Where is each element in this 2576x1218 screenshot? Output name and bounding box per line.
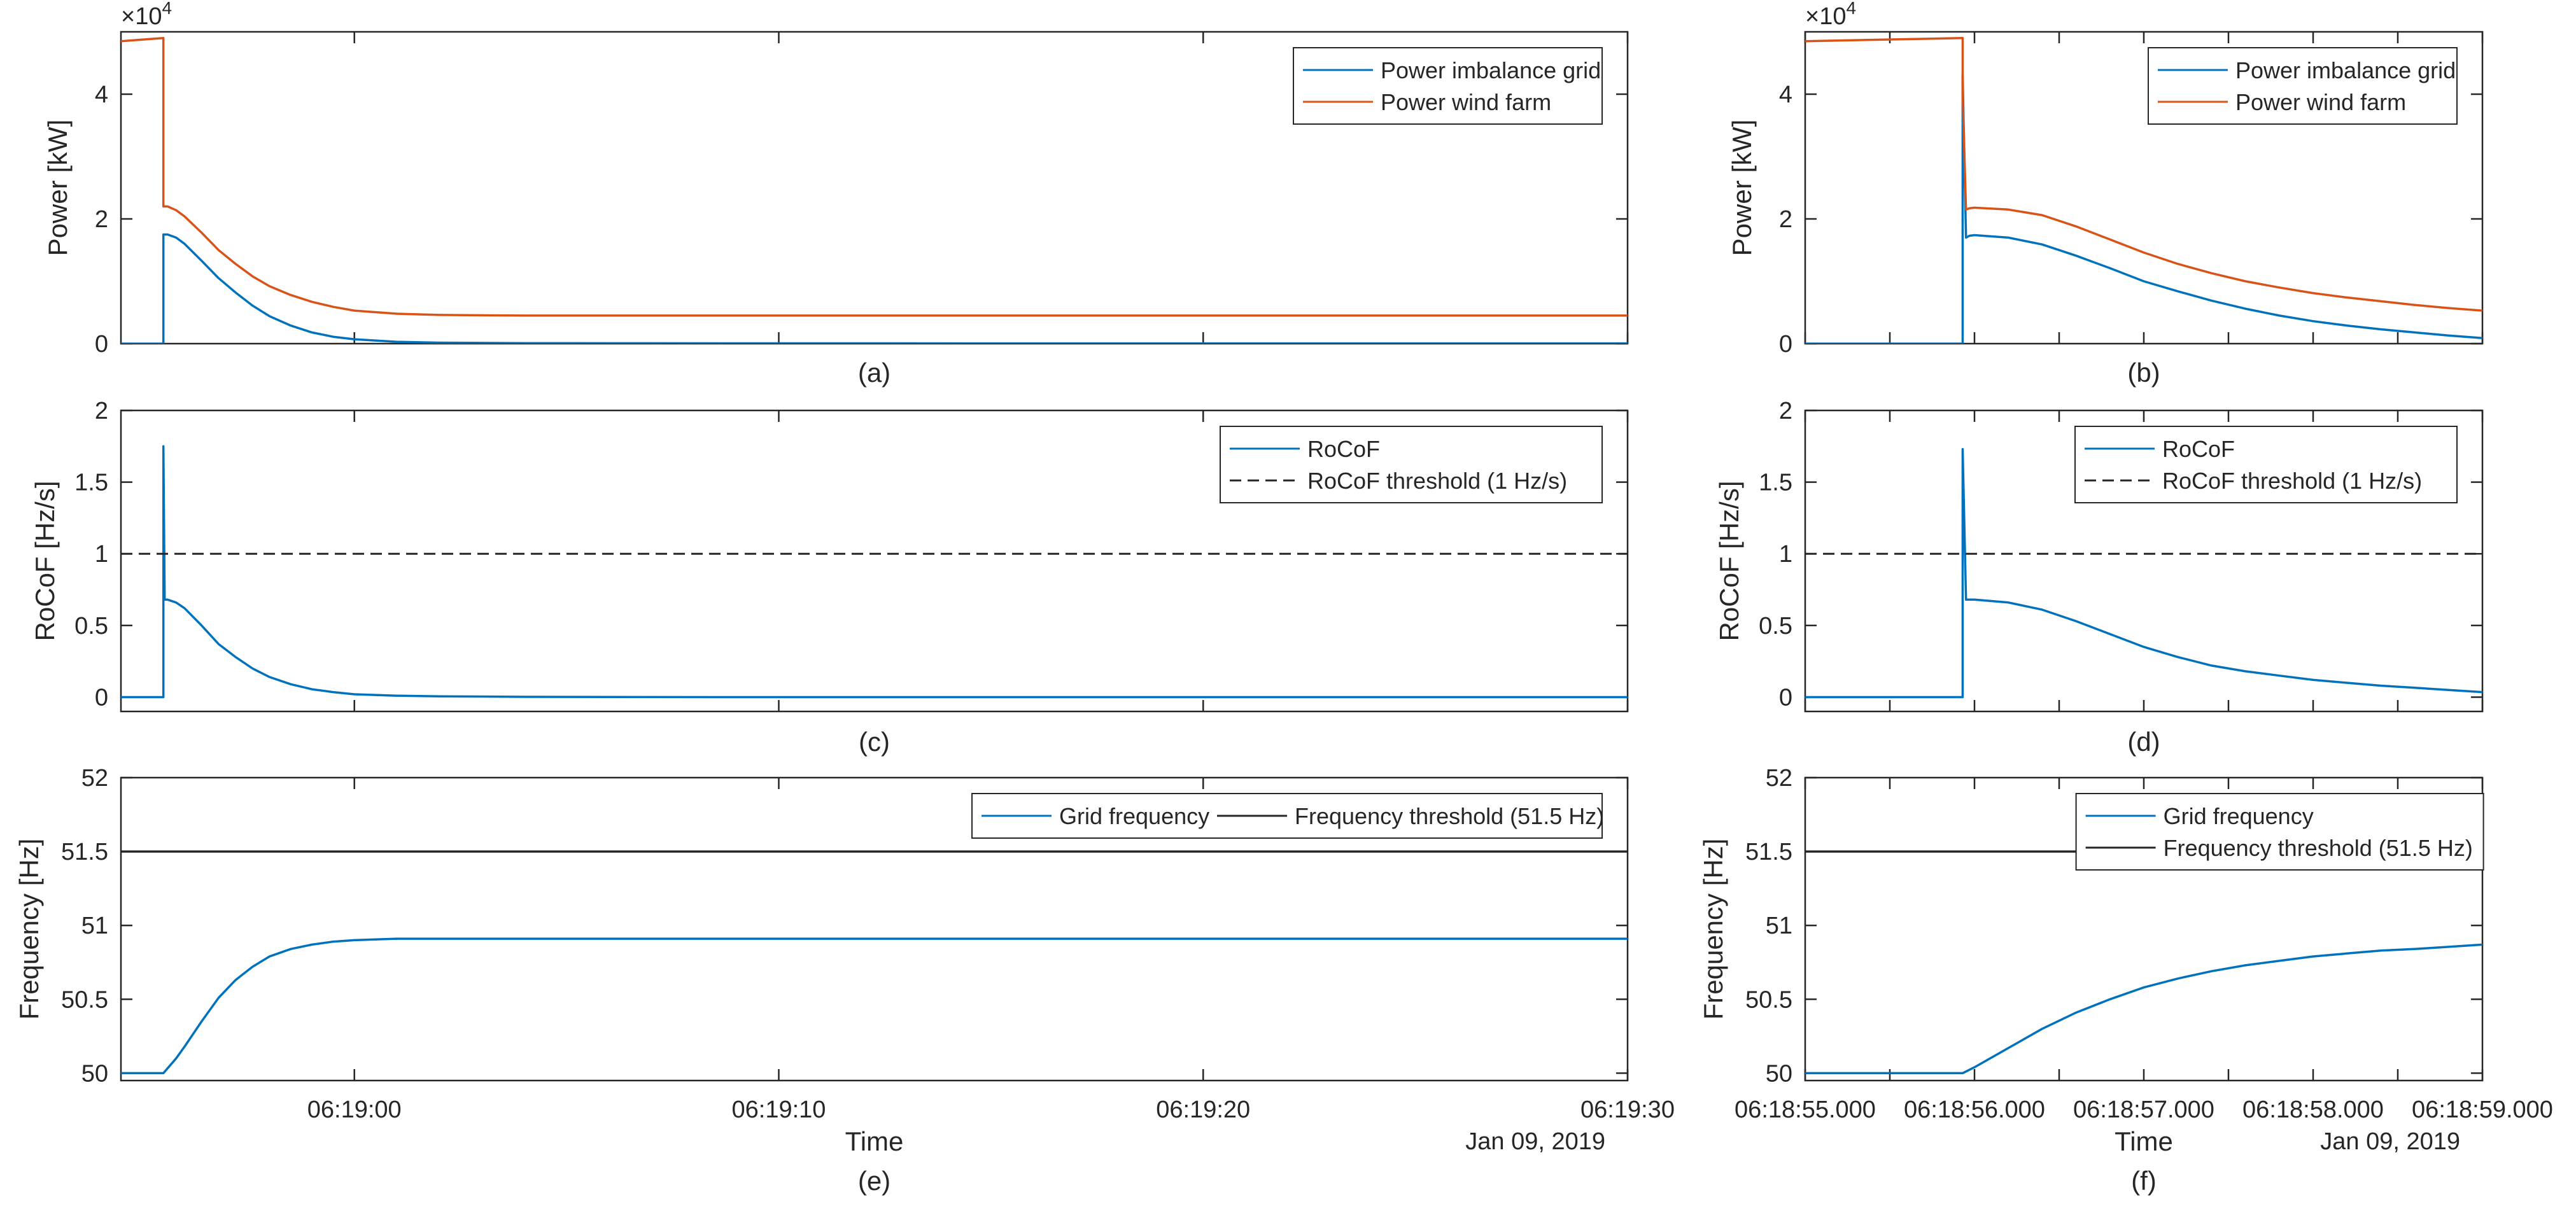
y-tick-label: 50 (1766, 1060, 1792, 1087)
y-exponent-power: 4 (1846, 0, 1856, 18)
y-tick-label: 0 (95, 331, 108, 358)
series-line-1 (121, 937, 1628, 1075)
y-tick-label: 51 (1766, 913, 1792, 939)
x-tick-label: 06:19:20 (1156, 1096, 1250, 1123)
y-tick-label: 50 (81, 1060, 108, 1087)
caption-label: (a) (858, 358, 890, 388)
y-axis-label: Power [kW] (43, 120, 73, 256)
series-line-1 (121, 233, 1628, 344)
y-exponent-label: ×104 (1805, 0, 1856, 30)
series-line-1 (121, 445, 1628, 699)
y-tick-label: 2 (95, 206, 108, 233)
legend-label: Grid frequency (2164, 803, 2314, 829)
caption-label: (f) (2131, 1166, 2157, 1196)
chart-e: 50 50.5 51 51.5 52 06:19:00 06:19:10 06:19:20 06… (14, 765, 1675, 1196)
legend-label: Frequency threshold (51.5 Hz) (1295, 803, 1604, 829)
y-tick-label: 2 (95, 398, 108, 424)
legend-label: Power wind farm (1381, 89, 1551, 115)
y-tick-label: 1 (1779, 541, 1792, 568)
y-tick-label: 0 (1779, 684, 1792, 711)
y-tick-label: 2 (1779, 206, 1792, 233)
legend-label: Power imbalance grid (1381, 57, 1601, 83)
y-tick-label: 0.5 (74, 613, 108, 640)
y-tick-label: 1.5 (1759, 470, 1792, 496)
x-tick-label: 06:19:00 (307, 1096, 402, 1123)
y-tick-label: 51.5 (61, 839, 108, 865)
x-axis-label: Time (2115, 1126, 2173, 1156)
y-tick-label: 51 (81, 913, 108, 939)
y-axis-label: Power [kW] (1727, 120, 1757, 256)
legend-box (2148, 47, 2458, 125)
x-axis-label: Time (845, 1126, 904, 1156)
series-line-2 (121, 37, 1628, 317)
y-exponent-power: 4 (162, 0, 172, 18)
series-line-2 (1805, 37, 2482, 312)
y-tick-label: 50.5 (61, 986, 108, 1013)
chart-f: 50 50.5 51 51.5 52 06:18:55.000 06:18:56.000 06… (1698, 765, 2553, 1196)
y-tick-label: 52 (1766, 765, 1792, 792)
y-tick-label: 50.5 (1745, 986, 1792, 1013)
legend-label: RoCoF (1307, 436, 1380, 462)
series-line-1 (1805, 74, 2482, 344)
y-tick-label: 4 (1779, 81, 1792, 108)
x-tick-label: 06:18:55.000 (1735, 1096, 1876, 1123)
y-axis-label: RoCoF [Hz/s] (30, 480, 60, 641)
legend-label: RoCoF threshold (1 Hz/s) (1307, 468, 1567, 494)
axes-box (120, 776, 1629, 1082)
x-tick-label: 06:18:57.000 (2073, 1096, 2214, 1123)
y-tick-label: 1.5 (74, 470, 108, 496)
x-tick-label: 06:18:59.000 (2412, 1096, 2553, 1123)
y-tick-label: 0 (1779, 331, 1792, 358)
axes-box (120, 409, 1629, 713)
legend-label: Power imbalance grid (2235, 57, 2456, 83)
y-tick-label: 51.5 (1745, 839, 1792, 865)
date-label: Jan 09, 2019 (2320, 1128, 2460, 1155)
y-axis-label: RoCoF [Hz/s] (1714, 480, 1744, 641)
series-line-1 (1805, 943, 2482, 1075)
legend-label: RoCoF (2162, 436, 2235, 462)
legend-box (1220, 426, 1603, 503)
x-tick-label: 06:18:56.000 (1904, 1096, 2045, 1123)
y-tick-label: 2 (1779, 398, 1792, 424)
legend-box (1293, 47, 1603, 125)
y-exponent-label: ×104 (121, 0, 172, 30)
legend-box (2075, 793, 2484, 871)
x-tick-label: 06:19:30 (1580, 1096, 1675, 1123)
legend-label: Frequency threshold (51.5 Hz) (2164, 835, 2473, 861)
caption-label: (c) (859, 727, 890, 757)
legend-label: Grid frequency (1059, 803, 1209, 829)
y-axis-label: Frequency [Hz] (1698, 839, 1728, 1020)
date-label: Jan 09, 2019 (1465, 1128, 1605, 1155)
y-axis-label: Frequency [Hz] (14, 839, 44, 1020)
x-tick-label: 06:19:10 (732, 1096, 826, 1123)
y-tick-label: 0.5 (1759, 613, 1792, 640)
y-tick-label: 0 (95, 684, 108, 711)
legend-box (2074, 426, 2458, 503)
legend-label: RoCoF threshold (1 Hz/s) (2162, 468, 2422, 494)
y-tick-label: 52 (81, 765, 108, 792)
x-tick-label: 06:18:58.000 (2242, 1096, 2384, 1123)
y-tick-label: 4 (95, 81, 108, 108)
y-tick-label: 1 (95, 541, 108, 568)
legend-label: Power wind farm (2235, 89, 2406, 115)
chart-c: 0 0.5 1 1.5 2 RoCoF [Hz/s] (c) RoCoF RoCoF thres… (30, 398, 1629, 757)
chart-d: 0 0.5 1 1.5 2 RoCoF [Hz/s] (d) RoCoF RoCoF thres… (1714, 398, 2484, 757)
series-line-1 (1805, 448, 2482, 699)
caption-label: (b) (2127, 358, 2160, 388)
caption-label: (e) (858, 1166, 890, 1196)
caption-label: (d) (2127, 727, 2160, 757)
